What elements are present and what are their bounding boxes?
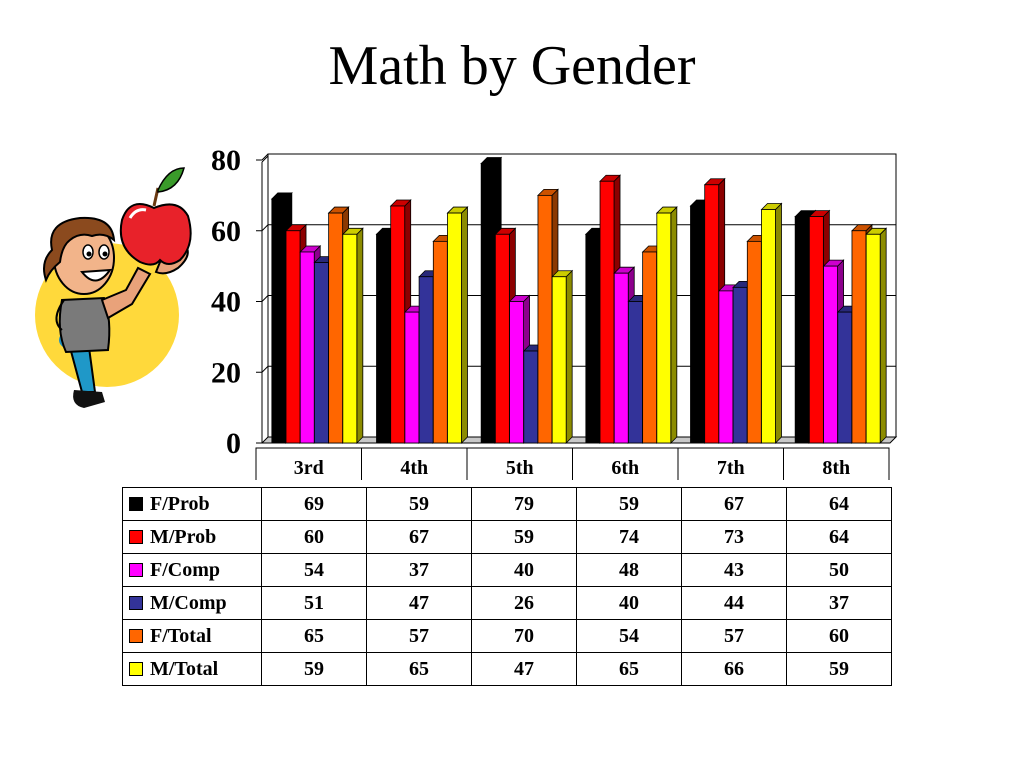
gridline-side [261,224,269,232]
legend-label: F/Prob [122,487,262,521]
bar [865,227,888,444]
table-cell: 59 [576,487,682,521]
table-cell: 54 [261,553,367,587]
table-cell: 70 [471,619,577,653]
table-cell: 26 [471,586,577,620]
x-category-label: 3rd [294,457,324,479]
bar [655,206,678,444]
table-cell: 51 [261,586,367,620]
table-cell: 67 [681,487,787,521]
bar [551,269,574,444]
table-cell: 60 [786,619,892,653]
y-tick-label: 20 [211,356,241,389]
table-cell: 59 [471,520,577,554]
series-name: M/Prob [150,525,217,548]
gridline-side [261,365,269,373]
y-tick-label: 40 [211,286,241,319]
legend-label: M/Prob [122,520,262,554]
data-table: F/Prob 69 59 79 59 67 64 M/Prob 60 67 59 74 73 64 F/Co… [122,487,892,686]
table-cell: 65 [576,652,682,686]
table-cell: 67 [366,520,472,554]
table-cell: 50 [786,553,892,587]
table-row: F/Comp 54 37 40 48 43 50 [122,553,892,587]
y-tick-label: 60 [211,215,241,248]
table-cell: 79 [471,487,577,521]
table-row: M/Comp 51 47 26 40 44 37 [122,586,892,620]
table-cell: 69 [261,487,367,521]
series-name: M/Comp [150,591,227,614]
table-cell: 54 [576,619,682,653]
legend-label: M/Total [122,652,262,686]
student-holding-apple-icon [35,167,192,408]
x-category-label: 6th [611,457,639,479]
table-cell: 37 [786,586,892,620]
page-title: Math by Gender [328,35,696,97]
legend-swatch [129,595,143,610]
table-cell: 37 [366,553,472,587]
series-name: F/Comp [150,558,220,581]
legend-swatch [129,496,143,511]
table-cell: 57 [366,619,472,653]
table-row: F/Total 65 57 70 54 57 60 [122,619,892,653]
series-name: F/Prob [150,492,210,515]
table-cell: 40 [471,553,577,587]
table-cell: 59 [786,652,892,686]
y-axis-top-edge [261,155,269,163]
x-category-label: 7th [717,457,745,479]
table-cell: 47 [366,586,472,620]
table-cell: 74 [576,520,682,554]
bar-chart: 0 20 40 60 80 3rd 4th 5th 6th 7th 8th [211,144,898,480]
table-cell: 43 [681,553,787,587]
table-row: M/Prob 60 67 59 74 73 64 [122,520,892,554]
table-cell: 64 [786,487,892,521]
gridline-side [261,153,269,161]
x-category-label: 4th [400,457,428,479]
table-cell: 65 [261,619,367,653]
table-cell: 48 [576,553,682,587]
table-cell: 73 [681,520,787,554]
legend-swatch [129,661,143,676]
legend-label: F/Comp [122,553,262,587]
table-cell: 57 [681,619,787,653]
table-cell: 64 [786,520,892,554]
table-cell: 59 [261,652,367,686]
y-tick-label: 0 [226,427,241,460]
table-row: M/Total 59 65 47 65 66 59 [122,652,892,686]
gridline-side [261,295,269,302]
table-cell: 47 [471,652,577,686]
table-cell: 40 [576,586,682,620]
x-category-label: 8th [822,457,850,479]
legend-swatch [129,628,143,643]
series-name: F/Total [150,624,212,647]
legend-swatch [129,529,143,544]
legend-label: M/Comp [122,586,262,620]
table-row: F/Prob 69 59 79 59 67 64 [122,487,892,521]
legend-label: F/Total [122,619,262,653]
table-cell: 44 [681,586,787,620]
y-tick-label: 80 [211,144,241,177]
bar [760,202,783,444]
table-cell: 59 [366,487,472,521]
bar [341,227,364,444]
legend-swatch [129,562,143,577]
bar [446,206,469,444]
series-name: M/Total [150,657,219,680]
table-cell: 66 [681,652,787,686]
table-cell: 60 [261,520,367,554]
x-category-label: 5th [506,457,534,479]
table-cell: 65 [366,652,472,686]
